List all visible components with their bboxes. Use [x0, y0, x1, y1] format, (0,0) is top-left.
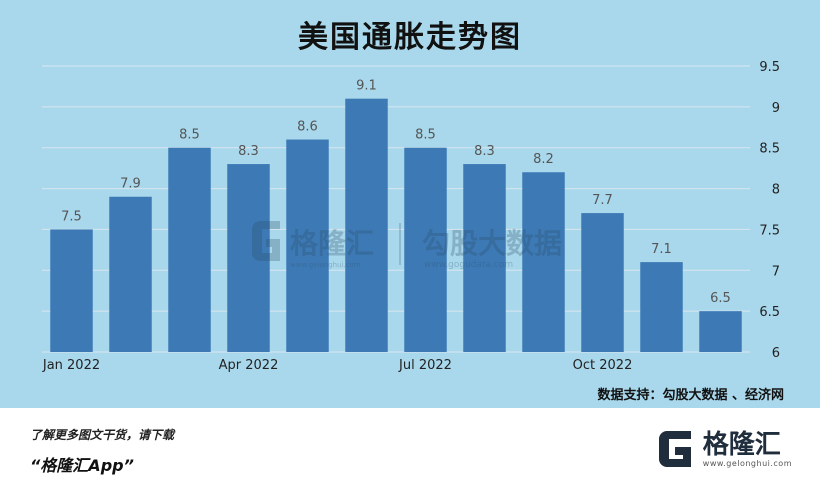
- y-tick-label: 7: [772, 264, 780, 279]
- watermark-brand2: 勾股大数据: [422, 227, 562, 260]
- x-tick-label: Jan 2022: [42, 358, 100, 373]
- data-label: 8.3: [474, 144, 495, 159]
- y-tick-label: 6.5: [759, 305, 780, 320]
- bar-dec-2022: [699, 311, 742, 352]
- bar-may-2022: [286, 139, 329, 352]
- watermark-domain1: www.gelonghui.com: [290, 261, 361, 269]
- x-tick-label: Jul 2022: [398, 358, 452, 373]
- y-tick-label: 9: [772, 101, 780, 116]
- bar-sep-2022: [522, 172, 565, 352]
- y-tick-label: 6: [772, 346, 780, 361]
- logo-g-icon: [658, 431, 691, 467]
- data-label: 8.6: [297, 120, 318, 135]
- data-source: 数据支持：勾股大数据 、经济网: [597, 388, 784, 403]
- bar-jun-2022: [345, 98, 388, 352]
- watermark-domain2: www.gogudata.com: [424, 260, 513, 270]
- x-tick-label: Oct 2022: [573, 358, 633, 373]
- watermark-g-icon: [252, 221, 280, 261]
- data-label: 7.7: [592, 193, 613, 208]
- watermark: 格隆汇 www.gelonghui.com 勾股大数据 www.gogudata…: [252, 221, 562, 270]
- watermark-brand1: 格隆汇: [290, 227, 374, 260]
- bar-jul-2022: [404, 147, 447, 352]
- data-label: 9.1: [356, 79, 377, 94]
- y-tick-label: 7.5: [759, 223, 780, 238]
- data-label: 8.2: [533, 152, 554, 167]
- logo-name: 格隆汇: [702, 429, 781, 460]
- bar-aug-2022: [463, 164, 506, 352]
- y-tick-label: 8.5: [759, 142, 780, 157]
- gelonghui-logo: 格隆汇 www.gelonghui.com: [657, 422, 792, 476]
- data-label: 8.3: [238, 144, 259, 159]
- bar-oct-2022: [581, 213, 624, 352]
- footer: 了解更多图文干货，请下载 “格隆汇App” 格隆汇 www.gelonghui.…: [0, 408, 820, 487]
- y-tick-label: 9.5: [759, 60, 780, 75]
- data-label: 7.1: [651, 242, 672, 257]
- bars-layer: [50, 98, 742, 352]
- data-label: 8.5: [415, 128, 436, 143]
- data-label: 7.9: [120, 177, 141, 192]
- y-tick-label: 8: [772, 183, 780, 198]
- data-label: 8.5: [179, 128, 200, 143]
- chart-title: 美国通胀走势图: [298, 20, 522, 55]
- bar-apr-2022: [227, 164, 270, 352]
- data-label: 6.5: [710, 291, 731, 306]
- grid-layer: [42, 65, 750, 353]
- data-label: 7.5: [61, 209, 82, 224]
- bar-nov-2022: [640, 262, 683, 352]
- inflation-bar-chart: 7.5 7.9 8.5 8.3 8.6 9.1 8.5 8.3 8.2 7.7 7.1 6.5 6 6.…: [42, 60, 780, 373]
- bar-mar-2022: [168, 147, 211, 352]
- download-promo: 了解更多图文干货，请下载: [30, 428, 175, 442]
- bar-feb-2022: [109, 196, 152, 352]
- labels-layer: 7.5 7.9 8.5 8.3 8.6 9.1 8.5 8.3 8.2 7.7 7.1 6.5: [61, 79, 731, 306]
- app-name: “格隆汇App”: [30, 456, 134, 475]
- logo-domain: www.gelonghui.com: [702, 458, 792, 468]
- bar-jan-2022: [50, 229, 93, 352]
- axis-layer: 6 6.5 7 7.5 8 8.5 9 9.5 Jan 2022 Apr 2022 Jul 2022…: [42, 60, 780, 373]
- x-tick-label: Apr 2022: [219, 358, 279, 373]
